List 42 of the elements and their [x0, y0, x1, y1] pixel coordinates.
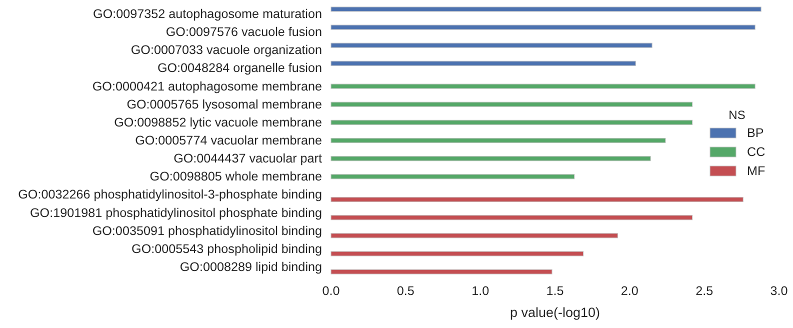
- bar: [330, 60, 636, 66]
- legend-label: MF: [747, 164, 766, 178]
- bar: [330, 42, 652, 48]
- x-tick-label: 1.0: [472, 284, 490, 298]
- bar: [330, 215, 693, 220]
- legend-title: NS: [728, 108, 746, 122]
- legend-label: BP: [747, 126, 764, 140]
- bar: [330, 24, 756, 30]
- x-tick-label: 1.5: [546, 284, 564, 298]
- x-tick-label: 0.0: [322, 284, 340, 298]
- bar: [330, 120, 693, 125]
- y-tick-label: GO:0044437 vacuolar part: [174, 152, 322, 166]
- bar: [330, 233, 618, 238]
- y-tick-label: GO:0008289 lipid binding: [180, 260, 322, 274]
- bar: [330, 84, 756, 89]
- bar: [330, 102, 693, 107]
- y-tick-label: GO:0048284 organelle fusion: [157, 61, 322, 76]
- y-tick-label: GO:0098852 lytic vacuole membrane: [114, 115, 322, 130]
- x-tick-label: 2.0: [620, 284, 638, 298]
- y-tick-label: GO:0097576 vacuole fusion: [166, 25, 322, 40]
- y-tick-label: GO:0032266 phosphatidylinositol-3-phosphate binding: [18, 188, 322, 202]
- bar: [330, 138, 666, 144]
- bar: [330, 174, 575, 180]
- y-tick-label: GO:0000421 autophagosome membrane: [92, 79, 322, 94]
- y-tick-label: GO:0098805 whole membrane: [150, 170, 322, 184]
- y-tick-label: GO:0097352 autophagosome maturation: [93, 7, 322, 22]
- x-axis-title: p value(-log10): [510, 305, 600, 320]
- bar: [330, 269, 552, 274]
- x-tick-label: 0.5: [396, 284, 414, 298]
- y-tick-label: GO:0035091 phosphatidylinositol binding: [92, 224, 322, 238]
- bar: [330, 156, 651, 162]
- x-tick-label: 2.5: [696, 284, 714, 298]
- bar: [330, 196, 744, 202]
- bar: [330, 251, 584, 256]
- y-tick-label: GO:0005774 vacuolar membrane: [135, 134, 322, 148]
- y-tick-label: GO:1901981 phosphatidylinositol phosphate binding: [30, 206, 322, 220]
- x-tick-label: 3.0: [770, 284, 788, 298]
- y-tick-label: GO:0007033 vacuole organization: [130, 43, 322, 58]
- y-tick-label: GO:0005543 phospholipid binding: [132, 242, 322, 256]
- bar: [330, 6, 762, 12]
- legend-label: CC: [747, 145, 766, 159]
- y-tick-label: GO:0005765 lysosomal membrane: [126, 97, 322, 112]
